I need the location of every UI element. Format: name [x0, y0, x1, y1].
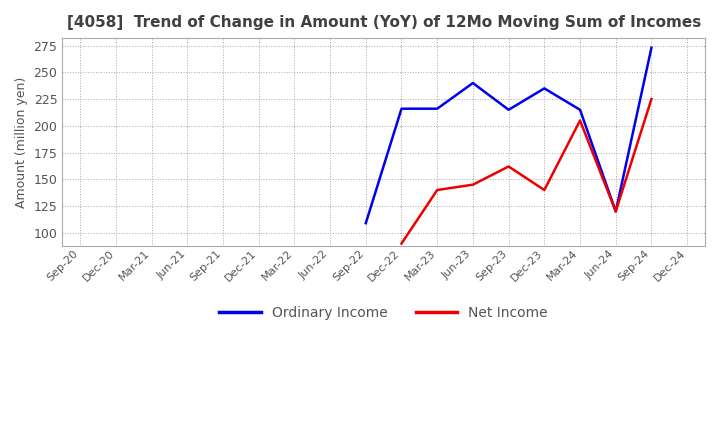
- Title: [4058]  Trend of Change in Amount (YoY) of 12Mo Moving Sum of Incomes: [4058] Trend of Change in Amount (YoY) o…: [66, 15, 701, 30]
- Legend: Ordinary Income, Net Income: Ordinary Income, Net Income: [214, 301, 554, 326]
- Y-axis label: Amount (million yen): Amount (million yen): [15, 76, 28, 208]
